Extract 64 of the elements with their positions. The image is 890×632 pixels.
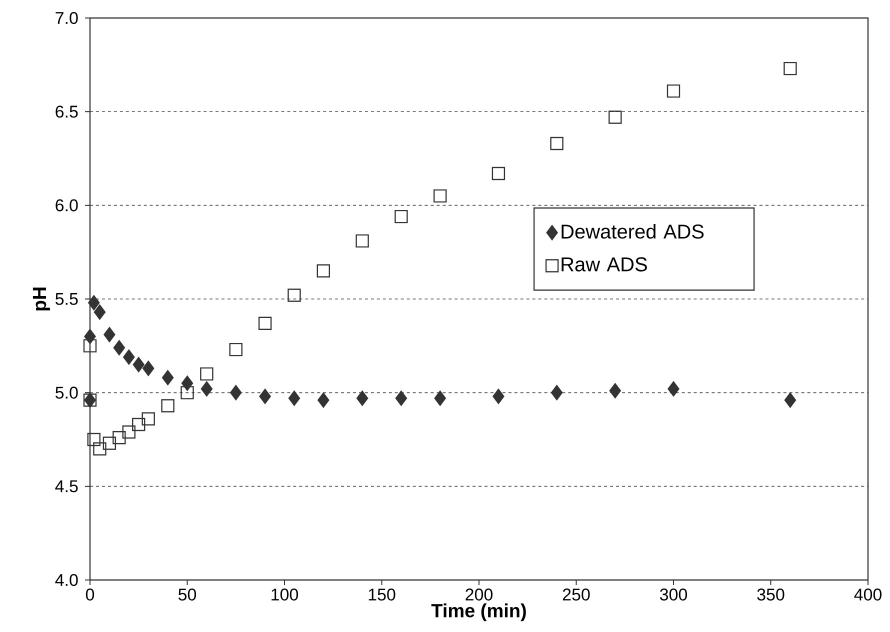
x-tick-label: 300 [660, 588, 688, 601]
point [200, 367, 214, 381]
point [668, 381, 680, 397]
point [609, 383, 621, 398]
point [142, 360, 154, 376]
point [123, 349, 135, 365]
point [104, 326, 116, 342]
point [550, 136, 564, 150]
point [666, 84, 680, 98]
point [142, 412, 155, 426]
point [394, 210, 408, 224]
point [356, 390, 368, 406]
point [550, 385, 563, 400]
x-tick-label: 400 [854, 588, 882, 601]
point [102, 436, 116, 450]
point [94, 304, 106, 320]
x-axis-title: Time (min) [431, 603, 526, 622]
point [492, 388, 504, 404]
point [162, 370, 174, 386]
point [87, 432, 100, 446]
point [229, 342, 242, 356]
y-tick-label: 4.5 [55, 480, 78, 492]
point [434, 390, 446, 406]
legend-label: Dewatered ADS [562, 224, 704, 239]
point [230, 385, 242, 400]
point [132, 418, 146, 432]
x-tick-label: 350 [757, 588, 784, 601]
x-tick-label: 150 [368, 588, 396, 601]
x-tick-label: 250 [562, 588, 590, 601]
y-tick-label: 5.5 [56, 293, 78, 305]
x-tick-label: 0 [86, 588, 94, 601]
x-tick-label: 50 [178, 588, 196, 601]
point [132, 356, 144, 372]
point [318, 392, 330, 408]
y-tick-label: 5.0 [56, 386, 78, 399]
point [288, 390, 300, 406]
y-axis-title: pH [32, 288, 50, 310]
point [258, 316, 272, 330]
point [93, 442, 106, 456]
point [316, 264, 330, 278]
point [608, 110, 622, 124]
point [113, 340, 126, 356]
point [434, 189, 447, 203]
y-tick-label: 6.0 [56, 199, 78, 212]
point [122, 425, 136, 439]
point [492, 166, 506, 180]
point [784, 392, 796, 408]
point [259, 388, 271, 404]
point [200, 381, 213, 397]
point [395, 390, 408, 406]
legend-label: Raw ADS [562, 257, 647, 272]
point [356, 234, 369, 248]
x-tick-label: 200 [466, 588, 493, 601]
y-tick-label: 4.0 [55, 574, 78, 586]
point [161, 399, 174, 412]
y-tick-label: 6.5 [56, 106, 78, 118]
point [83, 339, 97, 352]
x-tick-label: 100 [272, 588, 298, 601]
point [288, 288, 301, 302]
point [88, 295, 100, 310]
y-tick-label: 7.0 [56, 12, 78, 24]
point [180, 386, 194, 400]
point [784, 62, 797, 76]
point [112, 431, 126, 444]
